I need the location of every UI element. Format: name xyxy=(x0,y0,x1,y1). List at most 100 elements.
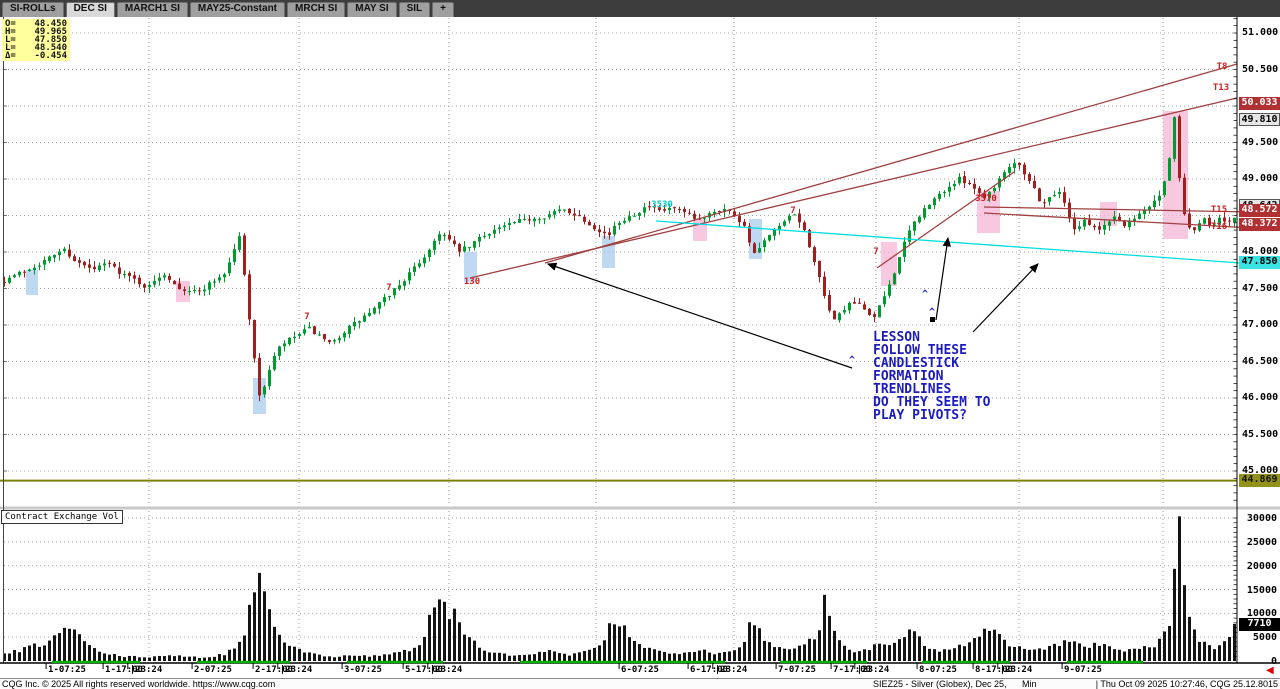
time-tick-label: |23:24 xyxy=(856,665,890,675)
volume-tick-10000: 10000 xyxy=(1246,608,1277,620)
pivot-label-t13: T13 xyxy=(1212,83,1230,93)
highlight-pink xyxy=(977,191,1000,233)
pivot-caret-icon: ^ xyxy=(929,307,936,318)
trendline[interactable] xyxy=(544,63,1238,264)
price-tick-49.000: 49.000 xyxy=(1242,173,1279,184)
price-badge-48.572: 48.572 xyxy=(1239,203,1280,217)
tab-bar: SI-ROLLs DEC SI MARCH1 SI MAY25-Constant MRC… xyxy=(0,0,1280,17)
tab-si-rolls[interactable]: SI-ROLLs xyxy=(2,2,64,17)
tab-dec-si[interactable]: DEC SI xyxy=(65,2,115,17)
volume-tick-0: 0 xyxy=(1270,656,1277,667)
session-day-segment xyxy=(922,660,1010,664)
price-tick-46.500: 46.500 xyxy=(1242,355,1279,367)
pivot-label-3570: 3570 xyxy=(975,194,997,204)
time-tick-label: |23:24 xyxy=(999,665,1033,675)
session-day-segment xyxy=(1067,660,1143,664)
interval-label: Min xyxy=(1022,679,1037,689)
time-tick-label: |23:24 xyxy=(279,665,313,675)
session-day-segment xyxy=(52,660,140,664)
price-badge-48.372: 48.372 xyxy=(1239,218,1280,232)
annotation-line: DO THEY SEEM TO xyxy=(873,395,991,410)
candlestick-series xyxy=(3,114,1236,402)
session-day-segment xyxy=(197,660,290,664)
pivot-caret-icon: ^ xyxy=(922,289,929,300)
copyright-text: CQG Inc. © 2025 All rights reserved worl… xyxy=(2,679,276,689)
price-tick-45.000: 45.000 xyxy=(1242,465,1279,476)
volume-tick-30000: 30000 xyxy=(1246,513,1277,524)
highlight-blue xyxy=(464,252,477,282)
time-tick-label: |23:24 xyxy=(429,665,463,675)
time-tick-label: 8-07:25 xyxy=(919,665,957,675)
annotation-line: FOLLOW THESE xyxy=(873,343,967,358)
annotation-arrow[interactable] xyxy=(935,236,951,321)
pivot-label-7: 7 xyxy=(790,206,796,216)
volume-tick-5000: 5000 xyxy=(1252,632,1277,644)
price-tick-45.500: 45.500 xyxy=(1242,428,1279,440)
time-tick-label: 6-17:00 xyxy=(690,665,728,675)
pivot-label-7: 7 xyxy=(386,283,392,293)
price-badge-44.869: 44.869 xyxy=(1239,474,1280,488)
pivot-label-130: 130 xyxy=(463,277,481,287)
arrow-tail-handle[interactable] xyxy=(930,317,935,322)
annotation-line: FORMATION xyxy=(873,369,944,384)
highlight-blue xyxy=(602,236,615,268)
tab--[interactable]: + xyxy=(432,2,455,17)
pivot-label-7: 7 xyxy=(304,312,310,322)
tab-mrch-si[interactable]: MRCH SI xyxy=(287,2,346,17)
time-tick-label: 9-07:25 xyxy=(1064,665,1102,675)
pivot-caret-icon: ^ xyxy=(849,355,856,366)
quote-line: O= 48.450 xyxy=(5,19,67,29)
price-tick-50.500: 50.500 xyxy=(1242,63,1279,75)
quote-line: L= 47.850 xyxy=(5,35,67,45)
price-badge-50.033: 50.033 xyxy=(1239,97,1280,111)
tab-march1-si[interactable]: MARCH1 SI xyxy=(116,2,188,17)
tab-may25-constant[interactable]: MAY25-Constant xyxy=(189,2,286,17)
current-time-arrow-icon: ◀ xyxy=(1266,665,1274,676)
price-tick-47.000: 47.000 xyxy=(1242,319,1279,330)
quote-box: O= 48.450 H= 49.965 L= 47.850 L= 48.540 Δ= -0.454 xyxy=(2,19,70,61)
session-day-segment xyxy=(347,660,443,664)
time-tick-label: 1-17:00 xyxy=(105,665,143,675)
volume-tick-15000: 15000 xyxy=(1246,584,1277,596)
pivot-label-t8: T8 xyxy=(1216,62,1228,72)
trendline[interactable] xyxy=(983,206,1253,213)
volume-tick-20000: 20000 xyxy=(1246,560,1277,572)
pivot-label-3530: 3530 xyxy=(651,200,673,210)
quote-line: Δ= -0.454 xyxy=(5,51,67,61)
price-tick-51.000: 51.000 xyxy=(1242,27,1279,38)
pivot-label-t16: T16 xyxy=(1210,222,1228,232)
time-tick-label: 2-07:25 xyxy=(194,665,232,675)
time-tick-label: |23:24 xyxy=(129,665,163,675)
time-tick-label: 8-17:00 xyxy=(975,665,1013,675)
time-tick-label: 1-07:25 xyxy=(48,665,86,675)
annotation-arrow[interactable] xyxy=(972,263,1039,333)
time-tick-label: 5-17:00 xyxy=(405,665,443,675)
highlight-blue xyxy=(26,270,38,295)
price-badge-47.850: 47.850 xyxy=(1239,256,1280,270)
pivot-label-t15: T15 xyxy=(1210,205,1228,215)
price-tick-47.500: 47.500 xyxy=(1242,282,1279,294)
annotation-line: PLAY PIVOTS? xyxy=(873,408,967,423)
annotation-text[interactable]: LESSON FOLLOW THESE CANDLESTICK FORMATION TR… xyxy=(873,331,990,422)
pane-divider[interactable] xyxy=(0,506,1280,510)
time-tick-label: 6-07:25 xyxy=(621,665,659,675)
trendline[interactable] xyxy=(983,212,1253,229)
tab-may-si[interactable]: MAY SI xyxy=(347,2,397,17)
quote-line: L= 48.540 xyxy=(5,43,67,53)
volume-bars xyxy=(3,516,1236,661)
session-day-segment xyxy=(780,660,867,664)
clock-text: | Thu Oct 09 2025 10:27:46, CQG 25.12.80… xyxy=(1095,679,1278,689)
annotation-line: TRENDLINES xyxy=(873,382,952,397)
time-tick-label: 3-07:25 xyxy=(344,665,382,675)
annotation-arrow[interactable] xyxy=(546,262,853,369)
time-tick-label: 7-17:00 xyxy=(833,665,871,675)
trendline[interactable] xyxy=(876,171,1015,269)
price-tick-46.000: 46.000 xyxy=(1242,392,1279,403)
tab-sil[interactable]: SIL xyxy=(398,2,431,17)
status-bar: CQG Inc. © 2025 All rights reserved worl… xyxy=(0,678,1280,689)
price-tick-48.000: 48.000 xyxy=(1242,246,1279,257)
session-day-segment xyxy=(520,660,725,664)
instrument-label: SIEZ25 - Silver (Globex), Dec 25, xyxy=(873,679,1007,689)
